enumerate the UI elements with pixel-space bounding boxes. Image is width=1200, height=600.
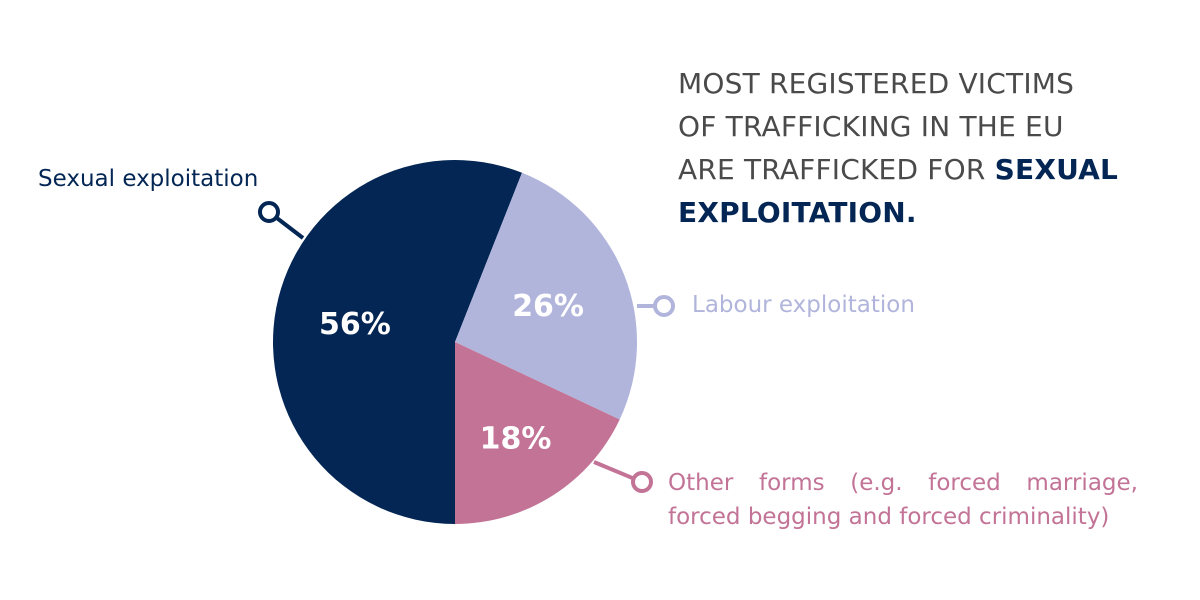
headline-emphasis-2: EXPLOITATION. — [678, 196, 917, 229]
callout-marker-sexual-exploitation — [258, 201, 280, 223]
callout-label-sexual-exploitation: Sexual exploitation — [38, 166, 259, 192]
data-label-labour-exploitation: 26% — [512, 289, 584, 324]
other-word-4: forced — [928, 470, 1001, 496]
headline-emphasis-1: SEXUAL — [994, 153, 1119, 186]
other-word-1: Other — [668, 470, 734, 496]
callout-label-labour-exploitation: Labour exploitation — [692, 292, 915, 318]
callout-label-other-forms: Other forms (e.g. forced marriage, force… — [668, 466, 1143, 534]
headline-line-3-plain: ARE TRAFFICKED FOR — [678, 153, 986, 186]
headline: MOST REGISTERED VICTIMS OF TRAFFICKING I… — [678, 62, 1178, 234]
other-word-3: (e.g. — [850, 470, 903, 496]
data-label-sexual-exploitation: 56% — [319, 307, 391, 342]
other-word-5: marriage, — [1026, 470, 1138, 496]
pie-slice-sexual-exploitation — [273, 160, 522, 524]
pie-slice-other-forms — [455, 342, 620, 524]
callout-marker-other-forms — [631, 471, 653, 493]
callout-marker-labour-exploitation — [653, 295, 675, 317]
callout-label-other-forms-line-1: Other forms (e.g. forced marriage, — [668, 466, 1138, 500]
callout-label-other-forms-line-2: forced begging and forced criminality) — [668, 504, 1110, 530]
other-word-2: forms — [758, 470, 825, 496]
headline-line-3: ARE TRAFFICKED FOR SEXUAL — [678, 148, 1178, 191]
headline-line-1: MOST REGISTERED VICTIMS — [678, 67, 1075, 100]
data-label-other-forms: 18% — [480, 421, 552, 456]
pie-slice-labour-exploitation — [455, 172, 638, 420]
headline-line-2: OF TRAFFICKING IN THE EU — [678, 110, 1064, 143]
